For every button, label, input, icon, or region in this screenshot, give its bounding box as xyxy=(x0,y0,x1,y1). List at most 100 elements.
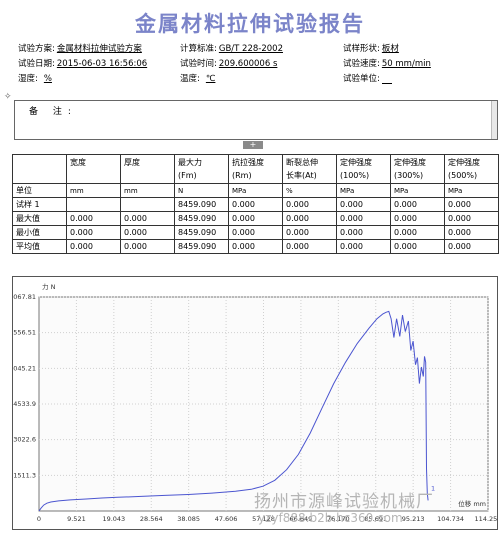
x-tick-label: 114.255 xyxy=(475,515,497,523)
table-cell: 0.000 xyxy=(390,197,445,212)
y-tick-label: 7556.51 xyxy=(13,329,36,337)
test-date-value: 2015-06-03 16:56:06 xyxy=(56,59,148,69)
x-tick-label: 28.564 xyxy=(140,515,163,523)
x-tick-label: 0 xyxy=(37,515,41,523)
column-header: 断裂总伸 长率(At) xyxy=(282,154,337,184)
table-cell: mm xyxy=(120,183,175,198)
table-row: 单位 mm mm N MPa% MPa MPa MPa xyxy=(12,183,499,198)
column-header: 定伸强度 (500%) xyxy=(444,154,499,184)
column-header: 定伸强度 (100%) xyxy=(336,154,391,184)
humidity-value: % xyxy=(43,74,52,84)
test-speed: 试验速度: 50 mm/min xyxy=(343,57,431,69)
table-cell: 0.000 xyxy=(228,197,283,212)
test-scheme: 试验方案: 金属材料拉伸试验方案 xyxy=(18,42,142,54)
watermark-url: yzyf888.b2b.hc360.com xyxy=(258,511,403,525)
table-row: 平均值 0.000 0.000 8459.090 0.000 0.000 0.000 0.00… xyxy=(12,239,499,254)
table-cell: MPa xyxy=(228,183,283,198)
test-scheme-value: 金属材料拉伸试验方案 xyxy=(56,44,142,54)
table-cell: 0.000 xyxy=(336,197,391,212)
table-cell: 0.000 xyxy=(120,239,175,254)
test-time-label: 试验时间: xyxy=(180,59,217,69)
report-title: 金属材料拉伸试验报告 xyxy=(135,12,365,36)
force-displacement-chart: 1511.3 3022.6 4533.9 6045.21 7556.51 9067.81 0… xyxy=(12,276,498,530)
calc-standard: 计算标准: GB/T 228-2002 xyxy=(180,42,283,54)
table-cell: 8459.090 xyxy=(174,211,229,226)
test-unit: 试验单位: xyxy=(343,72,392,84)
panel-splitter-handle[interactable]: + xyxy=(243,141,263,149)
sample-shape-label: 试样形状: xyxy=(343,44,380,54)
table-row: 最小值 0.000 0.000 8459.090 0.000 0.000 0.000 0.00… xyxy=(12,225,499,240)
test-unit-value xyxy=(381,75,392,84)
y-tick-label: 9067.81 xyxy=(13,293,36,301)
table-cell xyxy=(66,197,121,212)
column-header: 宽度 xyxy=(66,154,121,184)
table-cell: 8459.090 xyxy=(174,197,229,212)
table-cell: 0.000 xyxy=(228,239,283,254)
table-header-row: 宽度 厚度 最大力 (Fm) 抗拉强度 (Rm) 断裂总伸 长率(At) 定伸强度 (100%) 定… xyxy=(12,154,499,184)
plot-area xyxy=(38,296,489,512)
table-cell: 0.000 xyxy=(282,211,337,226)
table-cell: 0.000 xyxy=(390,211,445,226)
test-date: 试验日期: 2015-06-03 16:56:06 xyxy=(18,57,147,69)
table-cell: 平均值 xyxy=(12,239,67,254)
humidity: 湿度:% xyxy=(18,72,52,84)
remarks-scrollbar[interactable] xyxy=(491,101,497,139)
y-axis-label: 力 N xyxy=(42,282,56,291)
table-cell: % xyxy=(282,183,337,198)
table-cell: 0.000 xyxy=(228,225,283,240)
series-end-marker: 1 xyxy=(431,484,435,492)
test-time: 试验时间: 209.600006 s xyxy=(180,57,277,69)
table-cell: 0.000 xyxy=(444,211,499,226)
x-tick-label: 38.085 xyxy=(177,515,200,523)
table-cell: 0.000 xyxy=(282,197,337,212)
table-cell: MPa xyxy=(390,183,445,198)
force-displacement-line xyxy=(38,310,429,512)
column-header xyxy=(12,154,67,184)
remarks-label: 备 注: xyxy=(29,107,77,117)
column-header: 抗拉强度 (Rm) xyxy=(228,154,283,184)
table-cell: 0.000 xyxy=(120,211,175,226)
temperature-label: 温度: xyxy=(180,74,200,84)
column-header: 厚度 xyxy=(120,154,175,184)
table-cell: 最小值 xyxy=(12,225,67,240)
table-cell: MPa xyxy=(444,183,499,198)
test-speed-value: 50 mm/min xyxy=(381,59,431,69)
table-cell: 0.000 xyxy=(390,239,445,254)
table-cell: 0.000 xyxy=(336,239,391,254)
watermark-company: 扬州市源峰试验机械厂 xyxy=(254,492,434,512)
calc-standard-label: 计算标准: xyxy=(180,44,217,54)
table-cell: 0.000 xyxy=(336,225,391,240)
test-unit-label: 试验单位: xyxy=(343,74,380,84)
x-tick-label: 47.606 xyxy=(215,515,238,523)
table-cell: 0.000 xyxy=(66,211,121,226)
expand-all-icon[interactable]: ✧ xyxy=(4,92,12,102)
results-table: 宽度 厚度 最大力 (Fm) 抗拉强度 (Rm) 断裂总伸 长率(At) 定伸强度 (100%) 定… xyxy=(12,154,499,254)
y-tick-label: 4533.9 xyxy=(13,400,36,408)
x-tick-label: 104.734 xyxy=(437,515,464,523)
chart-canvas: 1511.3 3022.6 4533.9 6045.21 7556.51 9067.81 0… xyxy=(13,282,497,523)
table-cell: 0.000 xyxy=(390,225,445,240)
x-axis-label: 位移 mm xyxy=(458,499,486,508)
x-tick-label: 95.213 xyxy=(402,515,425,523)
table-row: 试样 1 8459.090 0.000 0.000 0.000 0.000 0.000 xyxy=(12,197,499,212)
y-tick-label: 3022.6 xyxy=(13,436,36,444)
remarks-box[interactable]: 备 注: xyxy=(14,100,498,140)
test-scheme-label: 试验方案: xyxy=(18,44,55,54)
table-cell: MPa xyxy=(336,183,391,198)
y-tick-label: 1511.3 xyxy=(13,471,36,479)
sample-shape-value: 板材 xyxy=(381,44,399,54)
table-cell: 0.000 xyxy=(282,225,337,240)
table-cell: 最大值 xyxy=(12,211,67,226)
column-header: 定伸强度 (300%) xyxy=(390,154,445,184)
x-tick-label: 66.649 xyxy=(290,515,313,523)
table-cell: mm xyxy=(66,183,121,198)
x-tick-label: 9.521 xyxy=(67,515,86,523)
table-cell: 0.000 xyxy=(228,211,283,226)
table-cell: 试样 1 xyxy=(12,197,67,212)
y-tick-label: 6045.21 xyxy=(13,364,36,372)
table-cell: N xyxy=(174,183,229,198)
test-time-value: 209.600006 s xyxy=(218,59,278,69)
column-header: 最大力 (Fm) xyxy=(174,154,229,184)
temperature: 温度: ℃ xyxy=(180,72,215,84)
table-cell xyxy=(120,197,175,212)
